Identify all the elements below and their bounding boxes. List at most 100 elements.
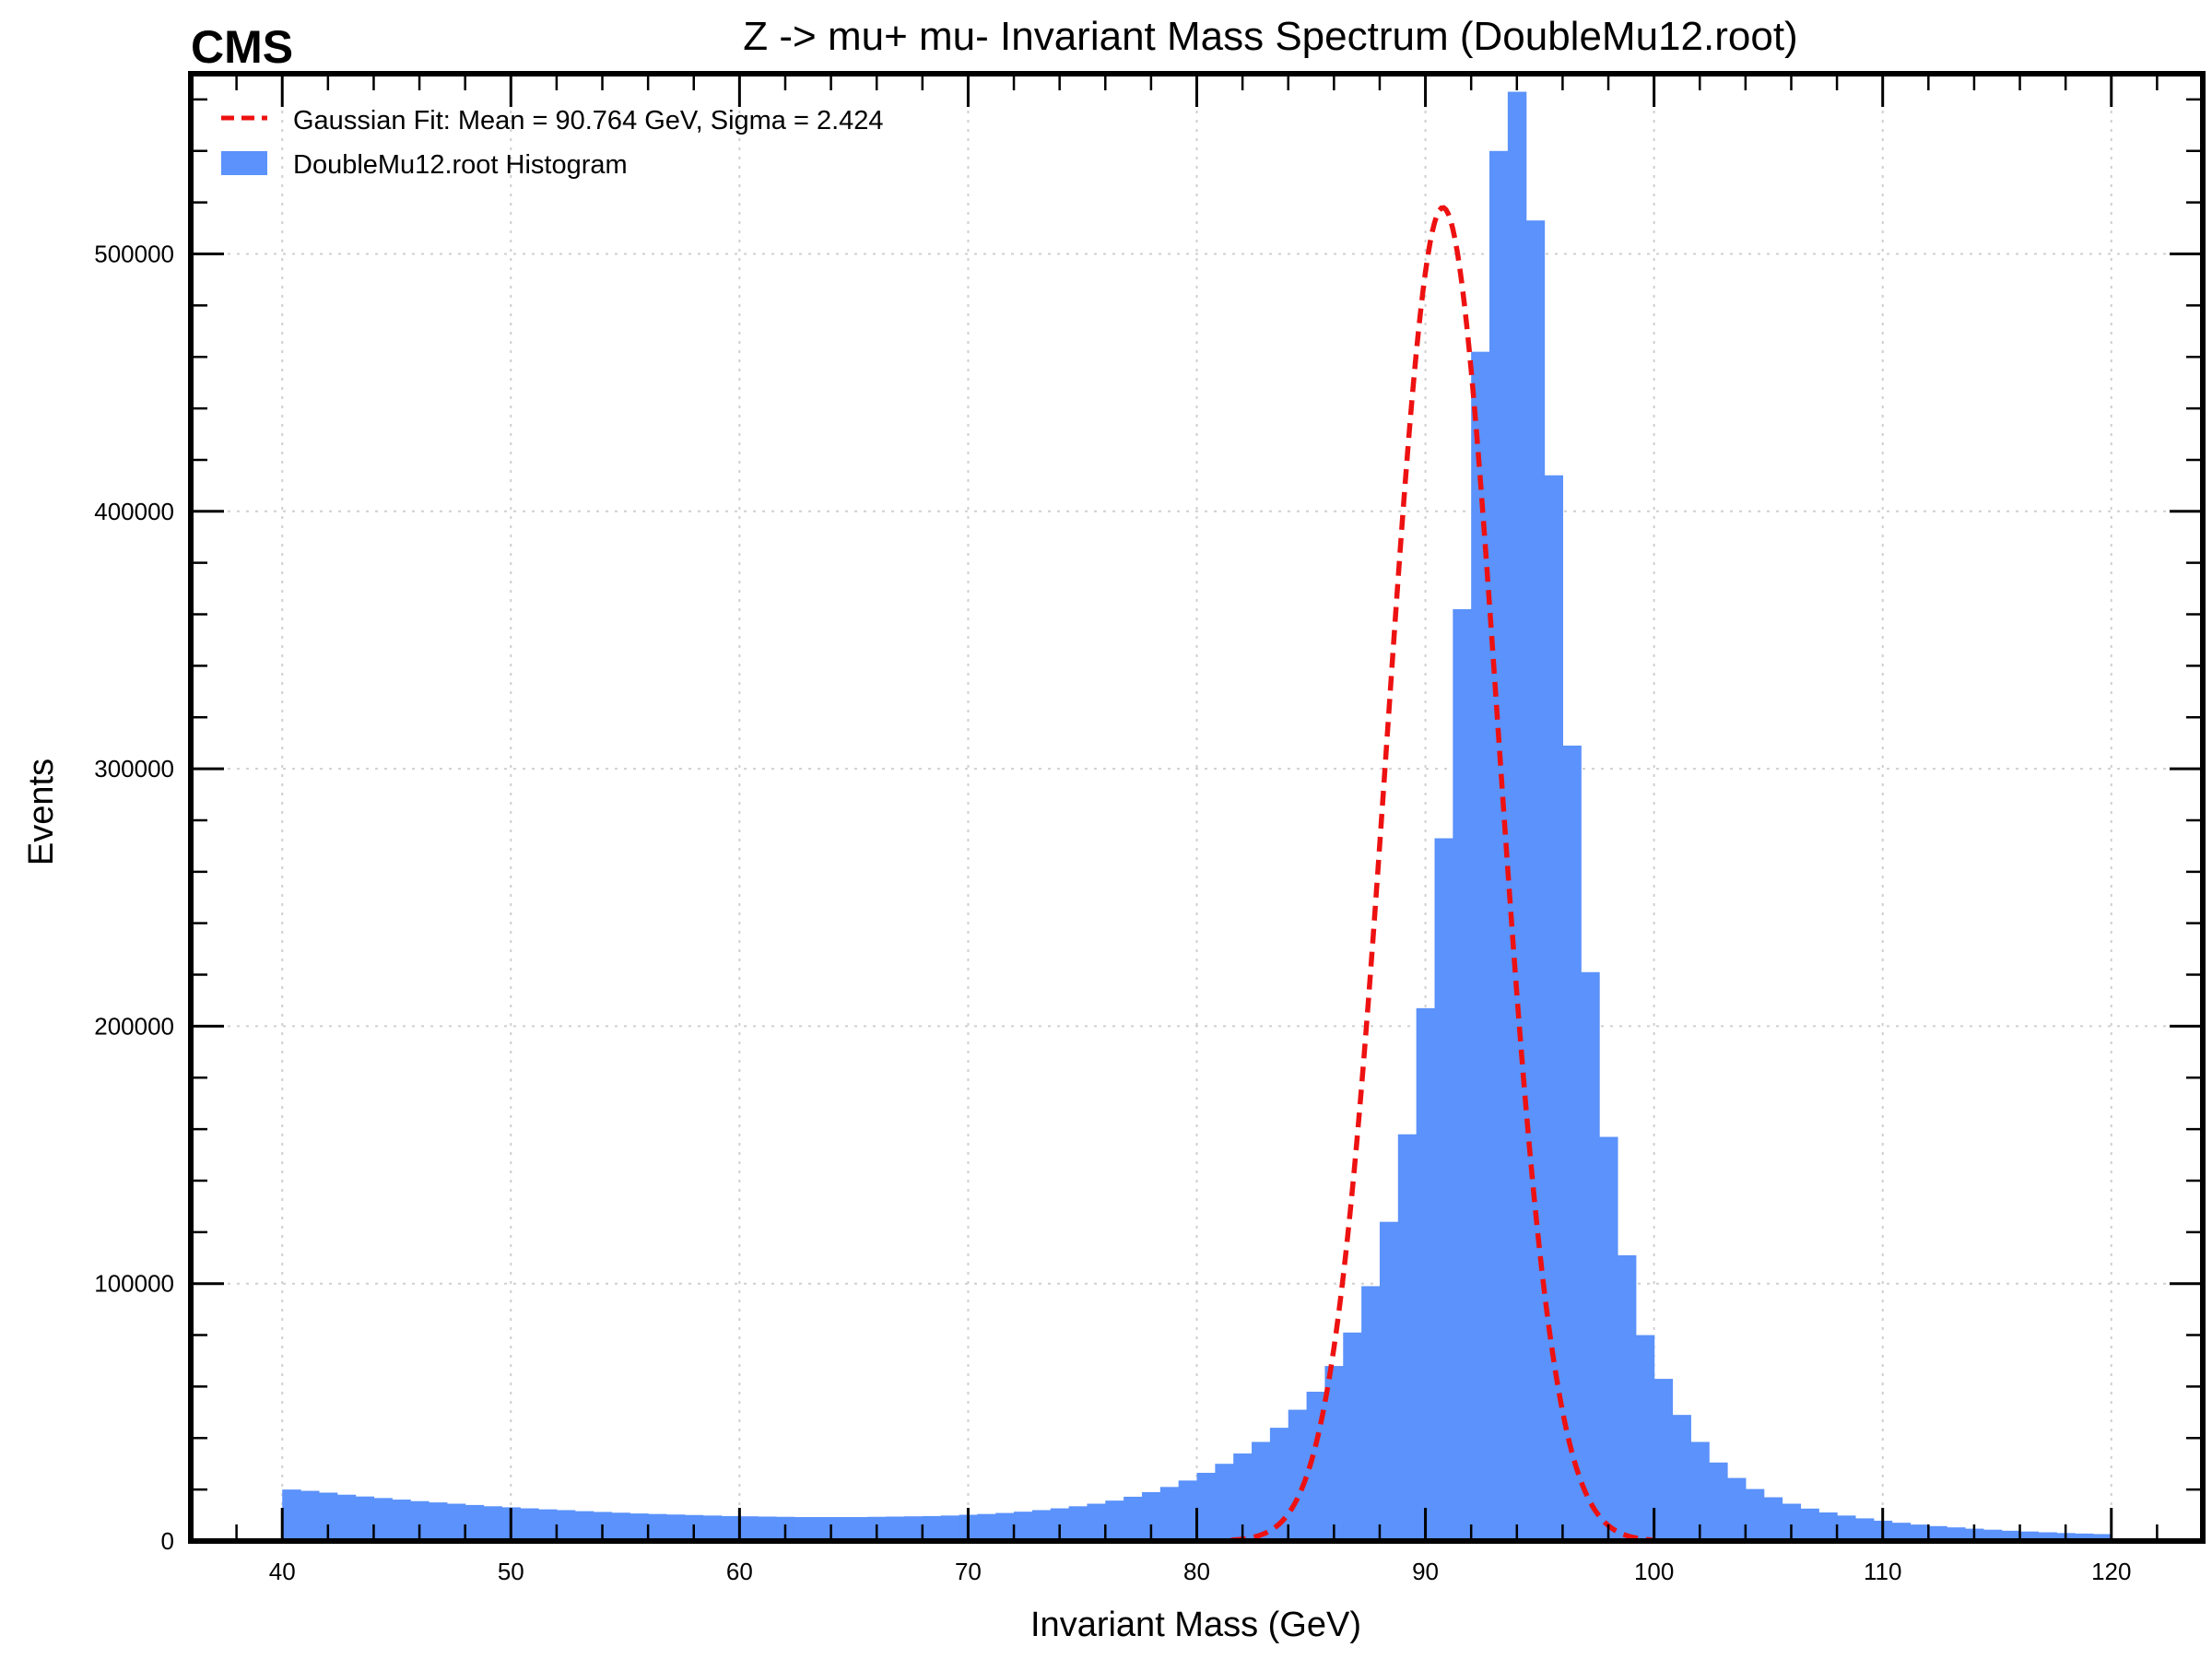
histogram-bar — [1416, 1007, 1436, 1541]
x-tick-label: 90 — [1412, 1558, 1439, 1585]
histogram-bar — [520, 1508, 539, 1541]
histogram-bar — [538, 1509, 558, 1541]
experiment-label: CMS — [191, 21, 293, 73]
histogram-bar — [574, 1511, 594, 1541]
histogram-bar — [428, 1502, 448, 1541]
y-tick-label: 0 — [161, 1527, 174, 1555]
histogram-bar — [446, 1503, 466, 1541]
histogram-bar — [336, 1494, 357, 1541]
chart-title: Z -> mu+ mu- Invariant Mass Spectrum (Do… — [743, 14, 1797, 59]
histogram-bar — [1983, 1529, 2003, 1541]
histogram-bar — [373, 1498, 393, 1541]
histogram-bar — [1031, 1510, 1052, 1541]
histogram-bar — [1324, 1366, 1344, 1541]
histogram-bar — [1196, 1472, 1216, 1541]
legend-histogram-swatch — [221, 151, 267, 175]
histogram-bar — [739, 1516, 759, 1541]
histogram-bar — [1288, 1409, 1308, 1541]
histogram-bar — [1397, 1134, 1418, 1541]
gaussian-fit-line — [1230, 205, 1654, 1543]
histogram-bar — [1544, 475, 1564, 1541]
histogram-bar — [300, 1490, 320, 1541]
y-tick-label: 400000 — [94, 498, 174, 525]
histogram-bar — [1507, 91, 1527, 1541]
histogram-bar — [1105, 1500, 1124, 1541]
y-tick-label: 200000 — [94, 1012, 174, 1040]
tick-layer — [189, 74, 2205, 1543]
histogram-bar — [940, 1515, 960, 1541]
histogram-bar — [648, 1513, 667, 1541]
histogram-bar — [1178, 1480, 1198, 1541]
histogram-bar — [1141, 1491, 1161, 1541]
legend: Gaussian Fit: Mean = 90.764 GeV, Sigma =… — [221, 106, 884, 180]
histogram-bar — [886, 1516, 905, 1541]
histogram-bar — [1854, 1518, 1875, 1541]
histogram-bar — [318, 1492, 338, 1541]
histogram-bar — [1599, 1136, 1618, 1541]
x-axis-title: Invariant Mass (GeV) — [1030, 1606, 1361, 1644]
histogram-bar — [1252, 1441, 1271, 1541]
histogram-bar — [355, 1496, 375, 1541]
histogram-bar — [702, 1515, 723, 1541]
label-layer: 40 50 60 70 80 90 100 110 120 0 100000 200000 300000… — [94, 241, 2131, 1585]
histogram-bar — [721, 1515, 740, 1541]
histogram-bar — [995, 1512, 1015, 1541]
histogram-bar — [1379, 1221, 1399, 1541]
histogram-bar — [1947, 1527, 1966, 1541]
x-tick-label: 110 — [1864, 1558, 1901, 1585]
histogram-bar — [483, 1506, 502, 1541]
fit-layer — [1230, 205, 1654, 1543]
histogram-bar — [665, 1514, 686, 1541]
histogram-bar — [1215, 1464, 1234, 1541]
histogram-bar — [1269, 1428, 1289, 1541]
histogram-bar — [849, 1517, 868, 1541]
histogram-bar — [1581, 971, 1600, 1541]
histogram-bar — [392, 1500, 411, 1541]
y-tick-label: 100000 — [94, 1270, 174, 1298]
histogram-bar — [465, 1504, 485, 1541]
histogram-bar — [2019, 1531, 2039, 1541]
histogram-bar — [1489, 150, 1509, 1542]
histogram-bar — [1525, 220, 1546, 1542]
histogram-bar — [1306, 1392, 1326, 1541]
histogram-bar — [1434, 838, 1453, 1541]
histogram-bar — [1361, 1286, 1381, 1541]
histogram-bar — [1562, 745, 1582, 1541]
histogram-bar — [1343, 1332, 1362, 1541]
histogram-bar — [556, 1510, 576, 1541]
histogram-bar — [1818, 1512, 1838, 1541]
histogram-bar — [410, 1500, 429, 1541]
histogram-bar — [1672, 1415, 1691, 1541]
histogram-bar — [1745, 1488, 1765, 1541]
histogram-bar — [830, 1517, 851, 1541]
histogram-bar — [977, 1513, 996, 1541]
histogram-bar — [812, 1517, 832, 1541]
histogram-bar — [611, 1512, 630, 1541]
legend-histogram-label: DoubleMu12.root Histogram — [293, 150, 628, 180]
histogram-bar — [1727, 1477, 1747, 1541]
histogram-bar — [1690, 1441, 1710, 1541]
y-tick-label: 300000 — [94, 755, 174, 782]
x-tick-label: 80 — [1183, 1558, 1210, 1585]
histogram-bar — [2092, 1534, 2112, 1541]
histogram-layer — [282, 91, 2112, 1542]
histogram-bar — [2001, 1530, 2021, 1541]
histogram-bar — [758, 1516, 777, 1541]
histogram-bar — [1233, 1453, 1253, 1541]
histogram-bar — [1124, 1496, 1143, 1541]
histogram-bar — [922, 1515, 942, 1541]
histogram-bar — [1453, 608, 1472, 1541]
histogram-bar — [1782, 1503, 1801, 1541]
histogram-bar — [1617, 1254, 1637, 1541]
histogram-bar — [1653, 1379, 1674, 1541]
histogram-bar — [629, 1513, 649, 1541]
y-tick-label: 500000 — [94, 241, 174, 268]
histogram-bar — [1068, 1506, 1088, 1541]
plot-frame — [188, 71, 2206, 1544]
x-tick-label: 120 — [2091, 1558, 2131, 1585]
legend-fit-label: Gaussian Fit: Mean = 90.764 GeV, Sigma =… — [293, 106, 884, 135]
x-tick-label: 40 — [269, 1558, 296, 1585]
histogram-bar — [282, 1489, 301, 1541]
histogram-bar — [1763, 1497, 1783, 1541]
